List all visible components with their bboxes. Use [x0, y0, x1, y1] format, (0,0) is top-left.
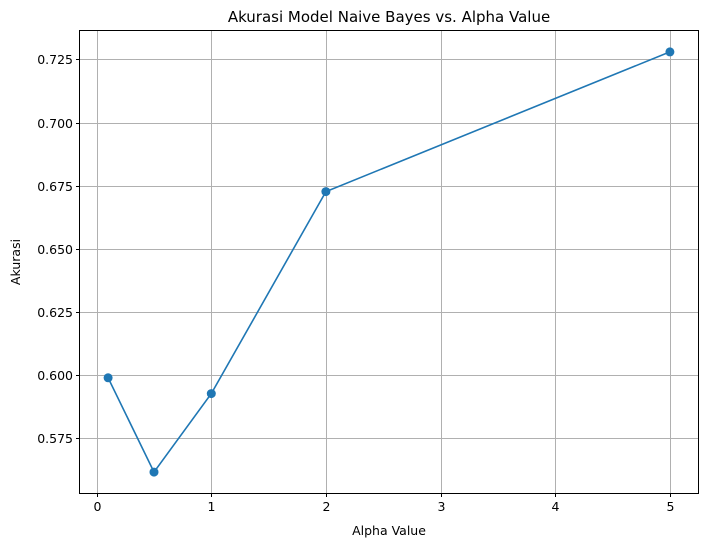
- ticks: 0 1 2 3 4 5 0.575 0.600 0.625 0.650 0.675 0.700 0.72…: [37, 52, 674, 514]
- data-point: [103, 373, 113, 383]
- data-point: [149, 467, 159, 477]
- data-point: [321, 187, 331, 197]
- data-point: [206, 389, 216, 399]
- chart-title: Akurasi Model Naive Bayes vs. Alpha Valu…: [228, 8, 550, 26]
- x-tick-label: 3: [438, 499, 446, 514]
- x-tick-label: 4: [552, 499, 560, 514]
- y-tick-label: 0.675: [37, 179, 73, 194]
- grid: [80, 31, 698, 493]
- y-tick-label: 0.700: [37, 116, 73, 131]
- y-axis-label: Akurasi: [8, 239, 23, 285]
- y-tick-label: 0.725: [37, 52, 73, 67]
- series: [103, 47, 675, 477]
- y-tick-label: 0.650: [37, 242, 73, 257]
- y-tick-label: 0.575: [37, 431, 73, 446]
- plot-frame: [79, 30, 699, 494]
- x-tick-label: 5: [667, 499, 675, 514]
- data-point: [665, 47, 675, 57]
- y-tick-label: 0.625: [37, 305, 73, 320]
- x-tick-label: 2: [323, 499, 331, 514]
- x-tick-label: 0: [94, 499, 102, 514]
- x-axis-label: Alpha Value: [352, 523, 426, 538]
- series-line: [107, 51, 671, 474]
- x-tick-label: 1: [208, 499, 216, 514]
- y-tick-label: 0.600: [37, 368, 73, 383]
